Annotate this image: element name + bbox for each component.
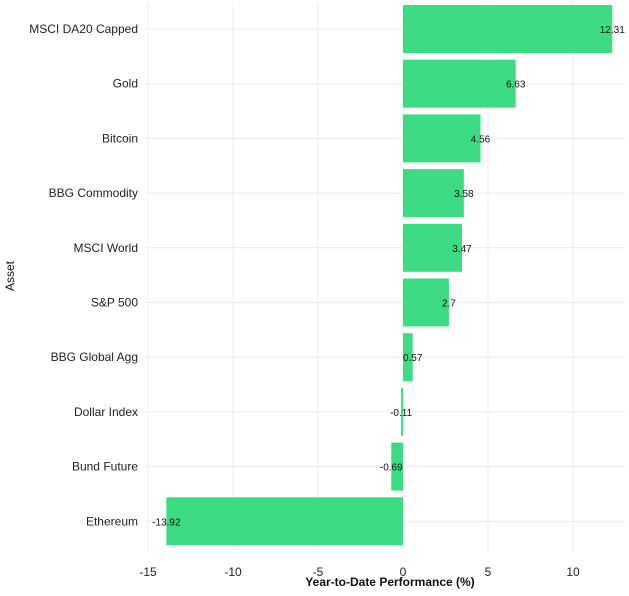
bar-dollar-index [401, 387, 403, 436]
data-label-bbg-commodity: 3.58 [454, 189, 474, 200]
x-tick-label: -15 [139, 565, 157, 579]
data-label-gold: 6.63 [506, 80, 526, 91]
x-tick-label: 5 [485, 565, 492, 579]
bar-gold [403, 59, 516, 108]
x-tick-label: 0 [400, 565, 407, 579]
data-label-msci-world: 3.47 [452, 244, 472, 255]
bar-sandp-500 [403, 278, 449, 327]
category-label-gold: Gold [113, 77, 138, 91]
data-labels: 12.31 6.63 4.56 3.58 3.47 2.7 0.57 -0.11 -0.69 -1… [152, 25, 625, 528]
category-label-bbg-commodity: BBG Commodity [49, 186, 138, 200]
data-label-bitcoin: 4.56 [471, 134, 491, 145]
bar-bund-future [391, 442, 403, 491]
category-label-dollar-index: Dollar Index [74, 405, 138, 419]
category-label-bbg-global-agg: BBG Global Agg [51, 350, 138, 364]
data-label-ethereum: -13.92 [152, 517, 181, 528]
x-tick-label: -10 [224, 565, 242, 579]
x-tick-label: -5 [313, 565, 324, 579]
category-label-bitcoin: Bitcoin [102, 131, 138, 145]
bar-bitcoin [403, 114, 481, 163]
x-axis-tick-labels: -15 -10 -5 0 5 10 [139, 565, 580, 579]
category-label-msci-world: MSCI World [74, 241, 138, 255]
x-tick-label: 10 [566, 565, 580, 579]
y-axis-title: Asset [3, 260, 17, 291]
data-label-sandp-500: 2.7 [442, 299, 456, 310]
bar-ethereum [166, 497, 403, 546]
x-axis-title: Year-to-Date Performance (%) [305, 575, 474, 589]
data-label-bund-future: -0.69 [380, 463, 403, 474]
data-label-msci-da20-capped: 12.31 [600, 25, 625, 36]
category-label-bund-future: Bund Future [72, 460, 138, 474]
data-label-dollar-index: -0.11 [390, 408, 412, 419]
bar-msci-world [403, 223, 462, 272]
bar-bbg-global-agg [403, 333, 413, 382]
category-label-sandp-500: S&P 500 [91, 296, 138, 310]
category-label-ethereum: Ethereum [86, 514, 138, 528]
y-axis-category-labels: MSCI DA20 Capped Gold Bitcoin BBG Commodity… [29, 22, 138, 528]
bar-bbg-commodity [403, 169, 464, 218]
data-label-bbg-global-agg: 0.57 [403, 353, 423, 364]
bars [166, 5, 613, 546]
category-label-msci-da20-capped: MSCI DA20 Capped [29, 22, 138, 36]
bar-msci-da20-capped [403, 5, 613, 53]
gridlines [146, 2, 625, 552]
